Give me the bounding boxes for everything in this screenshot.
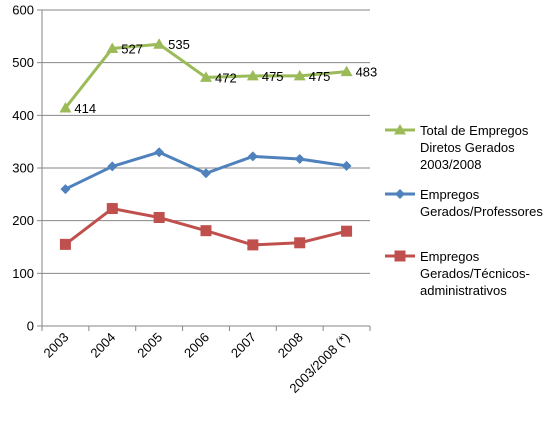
data-point-triangle bbox=[153, 38, 166, 49]
y-tick-label: 500 bbox=[12, 55, 34, 70]
data-point-square bbox=[106, 203, 118, 215]
data-point-triangle bbox=[106, 42, 119, 53]
data-point-square bbox=[200, 225, 212, 237]
legend-entry: Empregos Gerados/Professores bbox=[385, 187, 543, 219]
data-point-diamond bbox=[154, 147, 165, 158]
data-point-triangle bbox=[394, 124, 406, 135]
legend-label: Total de Empregos bbox=[420, 123, 529, 138]
data-point-square bbox=[341, 225, 353, 237]
data-point-diamond bbox=[60, 184, 71, 195]
data-label: 527 bbox=[121, 41, 143, 56]
axes: 0 100 200 300 400 500 600 2003 2004 2005 2006 2007 2… bbox=[12, 3, 371, 396]
data-point-diamond bbox=[294, 154, 305, 165]
data-label: 475 bbox=[309, 69, 331, 84]
series-1 bbox=[60, 147, 352, 195]
y-tick-label: 0 bbox=[27, 319, 34, 334]
data-point-square bbox=[247, 239, 259, 251]
series-0: 414 527 535 472 475 475 483 bbox=[59, 37, 377, 116]
y-tick-label: 600 bbox=[12, 3, 34, 18]
data-point-square bbox=[294, 237, 306, 249]
series-area: 414 527 535 472 475 475 483 bbox=[59, 37, 377, 251]
data-point-diamond bbox=[395, 189, 405, 199]
data-point-triangle bbox=[246, 69, 259, 81]
legend-label: Diretos Gerados bbox=[420, 140, 515, 155]
data-point-triangle bbox=[293, 69, 306, 81]
x-tick-label: 2004 bbox=[87, 330, 118, 361]
data-point-diamond bbox=[201, 168, 211, 179]
data-point-square bbox=[394, 250, 406, 262]
data-label: 414 bbox=[74, 101, 96, 116]
legend-entry: Empregos Gerados/Técnicos-administrativos bbox=[385, 249, 530, 298]
data-point-triangle bbox=[340, 65, 353, 77]
data-point-diamond bbox=[247, 151, 258, 162]
y-tick-label: 100 bbox=[12, 266, 34, 281]
data-point-triangle bbox=[200, 71, 212, 82]
x-tick-label: 2003 bbox=[40, 330, 71, 361]
data-label: 535 bbox=[168, 37, 190, 52]
legend-label: Empregos bbox=[420, 187, 480, 202]
legend-label: Gerados/Professores bbox=[420, 204, 543, 219]
series-2 bbox=[59, 203, 353, 251]
x-tick-label: 2008 bbox=[275, 330, 306, 361]
legend-label: 2003/2008 bbox=[420, 157, 481, 172]
legend: Total de Empregos Diretos Gerados 2003/200… bbox=[385, 123, 543, 298]
data-point-square bbox=[153, 212, 165, 224]
x-tick-label: 2005 bbox=[134, 330, 165, 361]
data-point-square bbox=[59, 238, 71, 250]
data-point-diamond bbox=[107, 161, 118, 172]
data-point-triangle bbox=[59, 101, 72, 113]
data-point-diamond bbox=[341, 160, 352, 171]
y-tick-label: 300 bbox=[12, 161, 34, 176]
legend-label: Empregos bbox=[420, 249, 480, 264]
legend-label: administrativos bbox=[420, 283, 507, 298]
data-label: 475 bbox=[262, 69, 284, 84]
legend-label: Gerados/Técnicos- bbox=[420, 266, 530, 281]
y-tick-label: 200 bbox=[12, 213, 34, 228]
legend-entry: Total de Empregos Diretos Gerados 2003/200… bbox=[385, 123, 529, 172]
y-tick-label: 400 bbox=[12, 108, 34, 123]
x-tick-label: 2006 bbox=[181, 330, 212, 361]
data-label: 472 bbox=[215, 70, 237, 85]
data-label: 483 bbox=[356, 65, 378, 80]
x-tick-label: 2007 bbox=[228, 330, 259, 361]
